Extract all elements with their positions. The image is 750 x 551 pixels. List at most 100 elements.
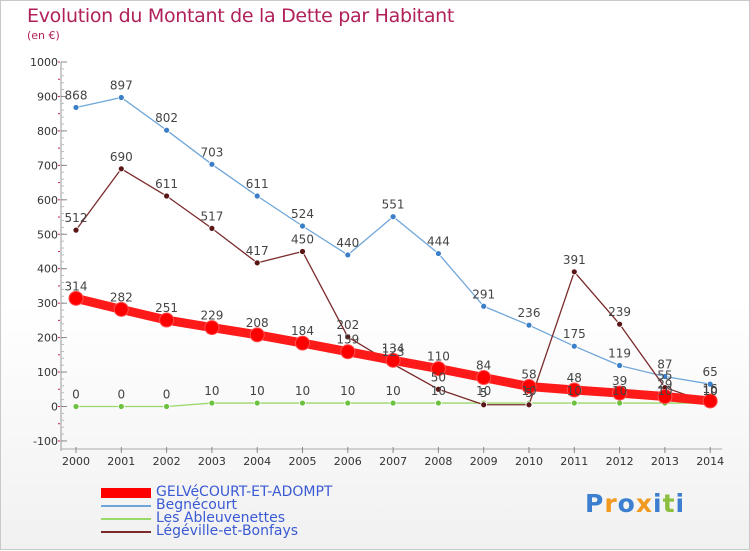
data-label-2: 10 (476, 384, 491, 398)
series-point-0 (159, 312, 175, 328)
data-label-0: 29 (657, 378, 672, 392)
legend-item: Légéville-et-Bonfays (101, 523, 332, 539)
series-point-1 (661, 373, 669, 380)
series-point-2 (344, 399, 352, 407)
y-tick-label: 900 (37, 90, 58, 103)
legend-label: Légéville-et-Bonfays (156, 523, 299, 539)
data-label-1: 87 (657, 358, 672, 372)
data-label-2: 10 (204, 384, 219, 398)
series-point-1 (117, 94, 125, 101)
y-tick-label: 200 (37, 332, 58, 345)
data-label-3: 202 (336, 318, 359, 332)
data-label-2: 10 (521, 384, 536, 398)
data-label-1: 236 (518, 306, 541, 320)
series-point-3 (72, 226, 80, 234)
x-tick-label: 2005 (289, 455, 317, 468)
series-point-0 (340, 344, 356, 360)
y-tick-label: 300 (37, 297, 58, 310)
series-point-3 (253, 259, 261, 267)
x-tick-label: 2006 (334, 455, 362, 468)
y-tick-label: 100 (37, 366, 58, 379)
x-tick-label: 2010 (515, 455, 543, 468)
series-point-3 (480, 401, 488, 409)
brand-letter: i (675, 489, 686, 518)
legend-item: GELVéCOURT-ET-ADOMPT (101, 484, 333, 500)
series-point-0 (68, 290, 84, 306)
data-label-0: 184 (291, 324, 314, 338)
series-point-3 (570, 268, 578, 276)
data-label-0: 16 (703, 382, 718, 396)
brand-letter: P (585, 489, 605, 518)
brand-letter: i (653, 489, 663, 518)
legend-label: GELVéCOURT-ET-ADOMPT (156, 484, 333, 500)
y-tick-label: 0 (51, 401, 58, 414)
series-point-1 (570, 342, 578, 350)
series-point-1 (72, 104, 80, 111)
data-label-1: 119 (608, 347, 631, 361)
series-point-3 (299, 248, 306, 255)
y-tick-label: -100 (33, 435, 58, 448)
series-point-1 (208, 160, 216, 168)
data-label-3: 50 (431, 370, 446, 384)
data-label-2: 10 (612, 384, 627, 398)
x-tick-label: 2002 (153, 455, 181, 468)
data-label-3: 5 (480, 386, 488, 400)
brand-letter: x (635, 489, 653, 518)
data-label-1: 65 (703, 365, 718, 379)
series-point-0 (657, 389, 673, 405)
series-point-2 (253, 399, 261, 407)
data-label-2: 10 (250, 384, 265, 398)
series-point-3 (117, 165, 125, 173)
y-tick-label: 600 (37, 194, 58, 207)
data-label-1: 551 (382, 198, 405, 212)
data-label-3: 512 (65, 211, 88, 225)
data-label-2: 10 (385, 384, 400, 398)
data-label-0: 229 (200, 309, 223, 323)
legend-swatch (101, 517, 151, 520)
data-label-0: 84 (476, 359, 491, 373)
legend-swatch (101, 504, 151, 507)
data-label-0: 134 (382, 341, 405, 355)
data-label-2: 0 (117, 388, 125, 402)
data-label-3: 123 (382, 345, 405, 359)
series-point-3 (163, 192, 171, 200)
data-label-0: 48 (567, 371, 582, 385)
y-tick-label: 500 (37, 228, 58, 241)
series-point-0 (204, 320, 220, 336)
chart-subtitle: (en €) (27, 29, 60, 42)
series-point-2 (163, 403, 171, 410)
y-tick-label: 700 (37, 159, 58, 172)
brand-letter: r (604, 489, 618, 518)
series-point-1 (434, 250, 442, 257)
x-tick-label: 2011 (560, 455, 588, 468)
series-point-1 (299, 222, 306, 230)
series-point-1 (253, 192, 261, 200)
series-point-2 (299, 399, 306, 407)
series-point-2 (434, 399, 442, 407)
data-label-0: 159 (336, 333, 359, 347)
data-label-2: 10 (657, 384, 672, 398)
brand-letter: o (617, 489, 636, 518)
brand-logo: Proxiti (585, 489, 685, 518)
data-label-1: 291 (472, 287, 495, 301)
series-point-0 (476, 370, 492, 386)
series-point-1 (480, 302, 488, 310)
data-label-0: 251 (155, 301, 178, 315)
data-label-3: 690 (110, 150, 133, 164)
legend-item: Begnécourt (101, 498, 332, 512)
series-point-3 (344, 333, 352, 341)
data-label-1: 611 (246, 177, 269, 191)
series-point-0 (385, 352, 401, 368)
data-label-3: 239 (608, 305, 631, 319)
x-tick-label: 2007 (379, 455, 407, 468)
data-label-1: 897 (110, 78, 133, 92)
data-label-3: 391 (563, 253, 586, 267)
data-label-2: 10 (703, 384, 718, 398)
data-label-3: 450 (291, 232, 314, 246)
data-label-3: 611 (155, 177, 178, 191)
series-point-2 (570, 399, 578, 407)
series-point-2 (389, 399, 397, 407)
series-point-0 (566, 382, 582, 398)
data-label-2: 0 (163, 388, 171, 402)
